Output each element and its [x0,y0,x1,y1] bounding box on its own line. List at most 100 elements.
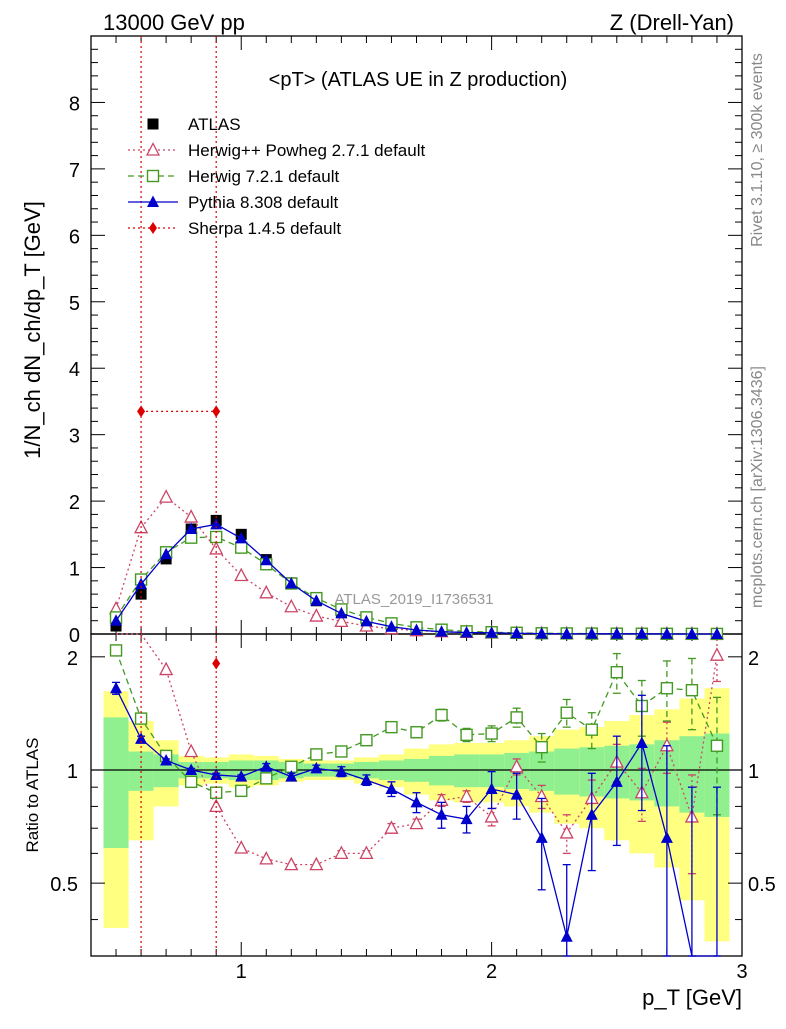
band-inner-bin [454,754,480,788]
ratio-point [535,831,548,843]
y-tick-label: 4 [69,359,80,381]
ratio-tick-label-right: 2 [748,648,759,670]
y-tick-label: 0 [69,625,80,647]
data-point [159,489,174,503]
data-point [235,531,248,544]
series-pythia-8-308-default [110,517,723,957]
ratio-point [460,812,473,825]
legend-label: Pythia 8.308 default [188,193,339,212]
ratio-point [685,684,699,697]
legend-label: Sherpa 1.4.5 default [188,219,341,238]
ratio-point [485,727,498,740]
ratio-point [310,748,323,761]
band-inner-bin [554,748,580,795]
ratio-point [660,682,674,695]
data-point [660,627,673,639]
ratio-point [360,773,373,786]
data-point [334,613,349,628]
ratio-point [585,808,598,820]
ratio-tick-label: 2 [67,648,78,670]
ratio-point [285,770,298,782]
axis-ticks: 1 2 3 0 1 2 3 4 5 6 7 8 0.5 0.5 1 1 2 2 [50,36,776,983]
data-point [235,541,248,554]
ratio-point [435,708,448,722]
data-point [410,623,423,636]
data-point [135,588,147,600]
ratio-point [110,681,123,694]
ratio-point [509,758,524,773]
ratio-point [185,763,198,775]
ratio-point [410,795,423,808]
mcplots-reference-label: mcplots.cern.ch [arXiv:1306.3436] [749,366,766,608]
ratio-point [484,809,499,823]
ratio-point [109,644,123,657]
ratio-point [159,661,174,676]
ratio-point [259,851,274,865]
ratio-point [510,788,523,800]
y-tick-label: 7 [69,160,80,182]
legend-marker [149,222,157,234]
ratio-point [260,772,273,785]
ratio-point [310,761,323,774]
y-tick-label: 6 [69,226,80,248]
ratio-point [385,720,398,734]
ratio-point [510,711,523,724]
legend-label: ATLAS [188,115,241,134]
ratio-point [135,732,148,744]
ratio-point [335,745,348,758]
legend-marker [147,118,159,130]
ratio-point [309,856,324,871]
band-inner-bin [103,717,129,849]
data-point [184,509,199,523]
y-tick-label: 3 [69,426,80,448]
data-point [610,627,623,639]
ratio-point [260,760,273,772]
ratio-point [235,770,248,782]
data-point [635,627,648,639]
ratio-point [709,647,725,661]
data-point [385,620,398,632]
legend-marker [147,195,159,207]
ratio-point [610,775,623,787]
ratio-point [335,765,348,777]
legend-marker [145,142,161,156]
data-point [310,594,323,606]
data-point [685,627,698,639]
y-tick-label: 5 [69,293,80,315]
data-point [560,627,573,639]
data-series [108,36,725,957]
ratio-point [410,726,423,739]
legend-label: Herwig++ Powheg 2.7.1 default [188,141,425,160]
chart-title: <pT> (ATLAS UE in Z production) [269,69,568,91]
data-point [710,627,723,639]
y-tick-label: 1 [69,559,80,581]
ratio-point [284,856,299,871]
rivet-version-label: Rivet 3.1.10, ≥ 300k events [749,53,766,247]
ratio-point [360,734,373,747]
data-point [585,627,598,639]
y-tick-label: 8 [69,93,80,115]
ratio-point [660,831,673,843]
series-atlas [110,514,723,640]
header-left: 13000 GeV pp [103,10,245,35]
ratio-point [160,753,173,766]
ratio-point [235,784,248,798]
data-point [510,626,523,639]
data-point [234,567,249,582]
sherpa-marker [212,405,221,418]
ratio-point [384,820,399,834]
x-tick-label: 1 [236,961,247,983]
ratio-point [210,768,223,780]
legend: ATLAS Herwig++ Powheg 2.7.1 default Herwig… [128,115,425,238]
y-tick-label: 2 [69,492,80,514]
analysis-watermark: ATLAS_2019_I1736531 [334,591,493,608]
ratio-point [585,723,598,736]
ratio-point [234,840,249,854]
legend-marker [146,169,160,183]
series-line [115,523,717,635]
series-line [115,536,717,635]
ratio-tick-label: 1 [67,761,78,783]
band-inner-bin [429,755,455,786]
